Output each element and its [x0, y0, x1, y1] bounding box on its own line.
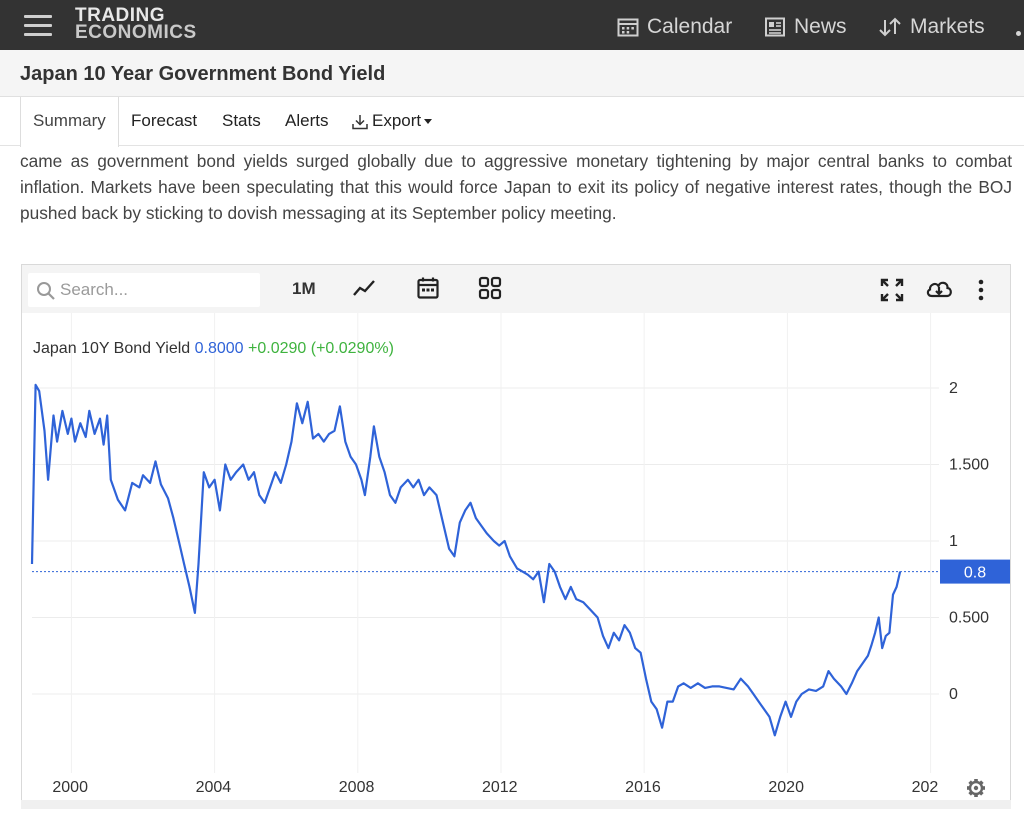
trading-economics-logo[interactable]: TRADING ECONOMICS	[75, 5, 197, 43]
legend-value: 0.8000	[194, 340, 244, 357]
top-navigation-bar: TRADING ECONOMICS Calendar News	[0, 0, 1024, 50]
tab-alerts-label: Alerts	[285, 111, 329, 130]
tab-alerts[interactable]: Alerts	[285, 97, 328, 146]
chart-plot-area[interactable]: 0 0.500 1 1.500 2 2000 2004 2008 2012 2016 2020 202…	[22, 313, 1010, 810]
tab-summary-label: Summary	[33, 111, 106, 130]
y-tick-label: 1.500	[949, 457, 989, 474]
last-value-label: 0.8	[964, 565, 986, 582]
y-tick-label: 0.500	[949, 610, 989, 627]
legend-change: +0.0290 (+0.0290%)	[248, 340, 394, 357]
nav-news[interactable]: News	[764, 15, 847, 39]
x-tick-label: 202	[912, 779, 939, 796]
cloud-download-icon[interactable]	[925, 277, 953, 301]
tab-stats[interactable]: Stats	[222, 97, 261, 146]
x-tick-label: 2012	[482, 779, 518, 796]
tab-summary[interactable]: Summary	[20, 97, 119, 147]
more-options-icon[interactable]	[977, 279, 985, 301]
nav-news-label: News	[794, 15, 847, 38]
search-icon	[37, 282, 55, 300]
tab-forecast-label: Forecast	[131, 111, 198, 130]
x-tick-label: 2004	[196, 779, 232, 796]
nav-markets-label: Markets	[910, 15, 985, 38]
nav-markets[interactable]: Markets	[878, 15, 985, 39]
more-menu-icon[interactable]	[1016, 31, 1021, 36]
tab-export[interactable]: Export	[351, 97, 433, 146]
page-title: Japan 10 Year Government Bond Yield	[20, 63, 386, 85]
x-tick-label: 2000	[52, 779, 88, 796]
chart-search[interactable]	[28, 273, 260, 307]
nav-calendar[interactable]: Calendar	[617, 15, 732, 39]
line-chart-type-icon[interactable]	[352, 278, 376, 298]
title-bar: Japan 10 Year Government Bond Yield	[0, 50, 1024, 97]
grid-compare-icon[interactable]	[478, 276, 502, 300]
logo-line-1: TRADING	[75, 5, 166, 26]
period-button[interactable]: 1M	[292, 279, 316, 298]
x-tick-label: 2016	[625, 779, 661, 796]
nav-calendar-label: Calendar	[647, 15, 733, 38]
download-icon	[352, 114, 368, 129]
chart-toolbar: 1M	[22, 265, 1010, 313]
logo-line-2: ECONOMICS	[75, 22, 197, 43]
calendar-icon	[617, 18, 639, 37]
chart-container: 1M	[21, 264, 1011, 809]
search-input[interactable]	[60, 279, 250, 301]
last-value-badge	[940, 559, 1010, 584]
x-tick-label: 2020	[768, 779, 804, 796]
y-tick-label: 2	[949, 380, 958, 397]
y-tick-label: 0	[949, 686, 958, 703]
line-chart: 0 0.500 1 1.500 2 2000 2004 2008 2012 2016 2020 202…	[30, 313, 1010, 797]
x-tick-label: 2008	[339, 779, 375, 796]
news-icon	[765, 17, 785, 37]
settings-gear-icon[interactable]	[967, 779, 985, 797]
tab-stats-label: Stats	[222, 111, 261, 130]
article-text: came as government bond yields surged gl…	[20, 151, 1012, 223]
hamburger-menu-icon[interactable]	[24, 15, 52, 37]
series-line	[30, 383, 902, 737]
chart-legend: Japan 10Y Bond Yield 0.8000 +0.0290 (+0.…	[33, 340, 394, 358]
fullscreen-icon[interactable]	[880, 278, 904, 302]
tab-forecast[interactable]: Forecast	[131, 97, 197, 146]
tab-export-label: Export	[372, 111, 422, 130]
chart-bottom-strip	[21, 800, 1011, 809]
tab-bar: Summary Forecast Stats Alerts Export	[0, 97, 1024, 147]
legend-series-name: Japan 10Y Bond Yield	[33, 340, 191, 357]
markets-arrows-icon	[879, 17, 901, 37]
caret-down-icon	[424, 119, 433, 125]
y-tick-label: 1	[949, 533, 958, 550]
calendar-range-icon[interactable]	[416, 276, 440, 300]
